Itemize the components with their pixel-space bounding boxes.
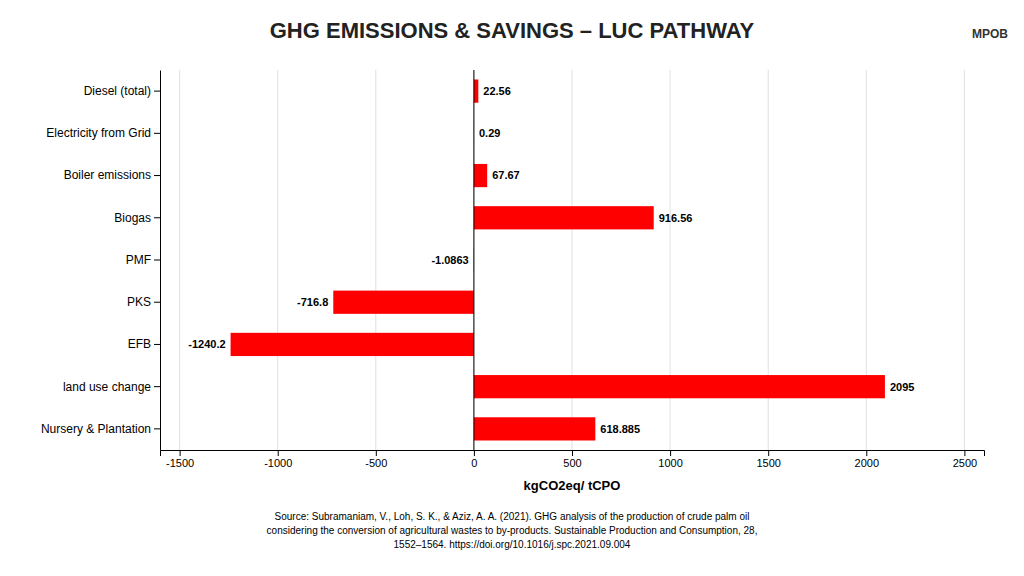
tick-label: EFB (128, 337, 151, 351)
tick-mark (572, 450, 573, 456)
tick-label: Electricity from Grid (46, 126, 151, 140)
tick-label: -1500 (166, 457, 194, 469)
source-line: Source: Subramaniam, V., Loh, S. K., & A… (275, 511, 750, 522)
tick-mark (154, 302, 160, 303)
tick: 0 (471, 450, 477, 469)
tick-label: 1000 (658, 457, 682, 469)
bar (231, 333, 474, 356)
axis-line (161, 451, 985, 457)
tick-label: Biogas (114, 211, 151, 225)
tick-mark (670, 450, 671, 456)
tick: 2500 (953, 450, 977, 469)
source-note: Source: Subramaniam, V., Loh, S. K., & A… (267, 511, 758, 550)
tick: Biogas (114, 211, 160, 225)
tick-mark (768, 450, 769, 456)
bar (474, 417, 595, 440)
bar (333, 291, 474, 314)
grid (180, 70, 965, 450)
tick: 1000 (658, 450, 682, 469)
tick: Boiler emissions (64, 168, 160, 182)
tick: EFB (128, 337, 160, 351)
tick-label: 0 (471, 457, 477, 469)
data-label: 916.56 (659, 212, 693, 224)
tick: 2000 (855, 450, 879, 469)
tick: land use change (63, 380, 160, 394)
source-line: considering the conversion of agricultur… (267, 525, 758, 536)
chart: GHG EMISSIONS & SAVINGS – LUC PATHWAY -15… (0, 0, 1024, 576)
title: GHG EMISSIONS & SAVINGS – LUC PATHWAY (270, 18, 755, 43)
grid-line (964, 70, 965, 450)
zero-line (473, 70, 474, 450)
bar (474, 375, 885, 398)
tick-mark (154, 133, 160, 134)
tick-mark (376, 450, 377, 456)
grid-line (473, 70, 474, 450)
data-labels: 618.885 2095 -1240.2 -716.8 -1.0863 916.56 67.… (188, 85, 914, 435)
tick-mark (154, 260, 160, 261)
tick: Electricity from Grid (46, 126, 160, 140)
tick-mark (154, 386, 160, 387)
x-axis: -1500 -1000 -500 0 500 1000 1500 2000 2500 (161, 450, 985, 469)
tick-mark (154, 175, 160, 176)
data-label: 618.885 (600, 423, 640, 435)
source-line: 1552–1564. https://doi.org/10.1016/j.spc… (394, 539, 631, 550)
tick-mark (154, 217, 160, 218)
grid-line (277, 70, 278, 450)
tick-mark (154, 344, 160, 345)
tick-label: PMF (126, 253, 151, 267)
logo-text: MPOB (972, 27, 1008, 41)
tick-mark (278, 450, 279, 456)
tick-label: land use change (63, 380, 151, 394)
tick: PKS (127, 295, 160, 309)
tick: 500 (563, 450, 581, 469)
grid-line (179, 70, 180, 450)
tick-mark (474, 450, 475, 456)
tick: 1500 (756, 450, 780, 469)
tick: Nursery & Plantation (41, 422, 160, 436)
tick-mark (180, 450, 181, 456)
plot: -1500 -1000 -500 0 500 1000 1500 2000 2500 Nurser… (41, 70, 985, 469)
tick-mark (964, 450, 965, 456)
bar (474, 206, 654, 229)
data-label: 2095 (890, 381, 914, 393)
data-label: 67.67 (492, 169, 520, 181)
tick: -1000 (264, 450, 292, 469)
data-label: -716.8 (297, 296, 328, 308)
tick: -500 (365, 450, 387, 469)
data-label: 22.56 (483, 85, 511, 97)
tick: -1500 (166, 450, 194, 469)
tick-label: 500 (563, 457, 581, 469)
tick: PMF (126, 253, 160, 267)
tick-mark (154, 428, 160, 429)
data-label: -1240.2 (188, 338, 225, 350)
tick-label: -1000 (264, 457, 292, 469)
tick-mark (866, 450, 867, 456)
tick-label: 2000 (855, 457, 879, 469)
bar (474, 80, 478, 103)
tick-label: Boiler emissions (64, 168, 151, 182)
bars (231, 80, 885, 441)
tick: Diesel (total) (84, 84, 160, 98)
axis-line (160, 71, 161, 451)
tick-label: 1500 (756, 457, 780, 469)
tick-label: 2500 (953, 457, 977, 469)
data-label: 0.29 (479, 127, 500, 139)
tick-label: PKS (127, 295, 151, 309)
tick-label: -500 (365, 457, 387, 469)
grid-line (375, 70, 376, 450)
y-axis: Nursery & Plantation land use change EFB PK… (41, 71, 161, 451)
tick-mark (154, 91, 160, 92)
x-axis-title: kgCO2eq/ tCPO (524, 478, 621, 493)
tick-label: Nursery & Plantation (41, 422, 151, 436)
data-label: -1.0863 (431, 254, 468, 266)
bar (474, 164, 487, 187)
tick-label: Diesel (total) (84, 84, 151, 98)
